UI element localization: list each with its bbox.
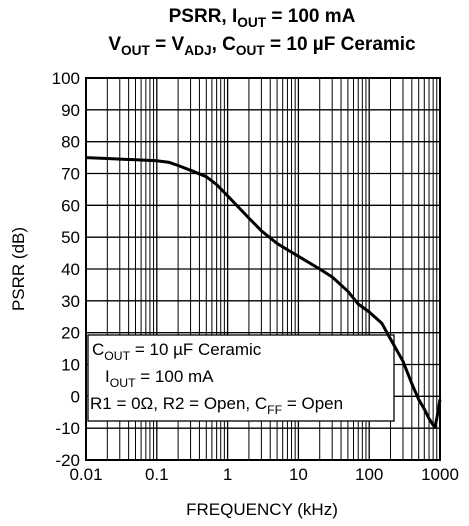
text-run: = 100 mA <box>136 367 215 386</box>
subscript: OUT <box>236 43 266 58</box>
y-tick-label: 90 <box>61 101 80 120</box>
plot-frame <box>85 77 441 461</box>
subscript: OUT <box>104 349 130 363</box>
y-tick-label: 100 <box>52 69 80 88</box>
text-run: , C <box>212 34 237 55</box>
x-tick-label: 0.01 <box>69 465 102 484</box>
plot <box>85 156 442 429</box>
subscript: ADJ <box>184 43 211 58</box>
annotation-line: R1 = 0Ω, R2 = Open, CFF = Open <box>90 394 343 417</box>
text-run: = V <box>150 34 185 55</box>
text-run: C <box>92 340 104 359</box>
y-tick-label: 30 <box>61 292 80 311</box>
annotation-box <box>87 334 395 422</box>
text-run: PSRR, I <box>169 6 238 27</box>
y-tick-label: 0 <box>71 387 80 406</box>
y-tick-label: 50 <box>61 228 80 247</box>
y-tick-label: -10 <box>55 419 80 438</box>
subscript: OUT <box>237 15 267 30</box>
data-line <box>85 156 442 429</box>
x-tick-label: 10 <box>289 465 308 484</box>
y-tick-label: 40 <box>61 260 80 279</box>
text-run: = 100 mA <box>266 6 356 27</box>
subscript: FF <box>267 403 282 417</box>
y-tick-label: 60 <box>61 196 80 215</box>
annotation-line: IOUT = 100 mA <box>105 367 214 390</box>
text-run: I <box>105 367 110 386</box>
annotation-line: COUT = 10 µF Ceramic <box>92 340 262 363</box>
x-tick-label: 1000 <box>421 465 459 484</box>
text-run: R1 = 0Ω, R2 = Open, C <box>90 394 267 413</box>
x-axis-label: FREQUENCY (kHz) <box>186 500 338 519</box>
y-tick-label: -20 <box>55 451 80 470</box>
y-tick-label: 20 <box>61 324 80 343</box>
y-tick-label: 10 <box>61 356 80 375</box>
labels: -20 -10 0 10 20 30 40 50 60 70 80 90 100 0.01 0.1 1 10 10… <box>52 69 459 484</box>
text-run: V <box>108 34 121 55</box>
text-run: = Open <box>282 394 343 413</box>
x-tick-label: 100 <box>355 465 383 484</box>
subscript: OUT <box>110 376 136 390</box>
text-run: = 10 µF Ceramic <box>130 340 262 359</box>
y-tick-label: 70 <box>61 165 80 184</box>
y-axis-label: PSRR (dB) <box>9 227 28 311</box>
text-run: = 10 µF Ceramic <box>265 34 416 55</box>
subscript: OUT <box>121 43 151 58</box>
y-tick-label: 80 <box>61 133 80 152</box>
chart-title: PSRR, IOUT = 100 mA <box>169 6 356 30</box>
chart-title: VOUT = VADJ, COUT = 10 µF Ceramic <box>108 34 416 58</box>
x-tick-label: 1 <box>223 465 232 484</box>
x-tick-label: 0.1 <box>145 465 169 484</box>
